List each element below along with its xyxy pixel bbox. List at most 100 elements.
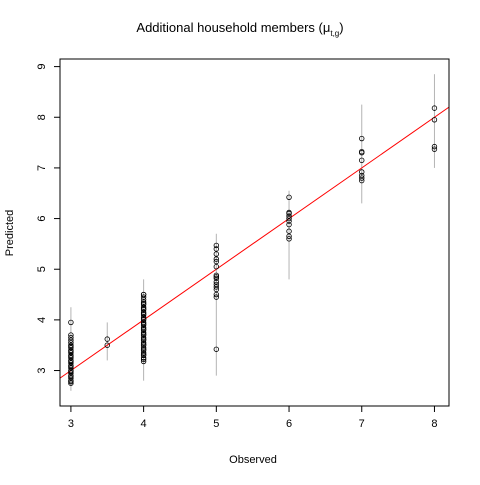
data-point bbox=[140, 345, 147, 351]
data-point bbox=[140, 304, 147, 310]
data-point bbox=[213, 281, 220, 288]
data-point bbox=[213, 274, 220, 280]
data-point bbox=[213, 284, 220, 290]
data-point bbox=[140, 336, 147, 342]
data-point bbox=[286, 236, 292, 242]
data-point bbox=[140, 299, 147, 305]
data-point bbox=[140, 339, 147, 346]
data-point bbox=[68, 365, 74, 371]
data-point bbox=[68, 353, 74, 360]
data-point bbox=[140, 296, 147, 303]
data-point bbox=[140, 334, 147, 341]
data-point bbox=[104, 342, 110, 348]
data-point bbox=[140, 316, 147, 322]
data-point bbox=[140, 331, 147, 337]
data-point bbox=[140, 326, 147, 332]
data-point bbox=[140, 346, 147, 352]
data-point bbox=[140, 358, 147, 365]
y-tick-label: 7 bbox=[36, 165, 48, 171]
data-point bbox=[104, 336, 110, 342]
data-point bbox=[140, 309, 147, 315]
data-point bbox=[140, 341, 147, 347]
x-tick-label: 8 bbox=[431, 418, 437, 430]
data-point bbox=[68, 358, 74, 365]
data-point bbox=[359, 172, 365, 179]
x-axis-title: Observed bbox=[229, 454, 277, 466]
data-point bbox=[140, 329, 147, 336]
data-point bbox=[68, 360, 74, 366]
data-point bbox=[359, 135, 365, 142]
reference-line bbox=[59, 106, 450, 379]
data-point bbox=[286, 221, 292, 228]
data-point bbox=[359, 177, 365, 184]
data-point bbox=[68, 343, 74, 349]
data-point bbox=[213, 275, 220, 282]
data-point bbox=[286, 233, 292, 239]
data-point bbox=[68, 319, 74, 326]
x-tick-label: 7 bbox=[359, 418, 365, 430]
data-point bbox=[213, 242, 220, 249]
data-point bbox=[431, 105, 438, 111]
data-point bbox=[140, 319, 147, 326]
x-tick-label: 5 bbox=[213, 418, 219, 430]
data-point bbox=[140, 321, 147, 327]
data-point bbox=[140, 324, 147, 331]
y-tick-label: 9 bbox=[36, 64, 48, 70]
data-point bbox=[68, 350, 74, 356]
data-point bbox=[68, 348, 74, 354]
data-point bbox=[68, 332, 74, 338]
data-point bbox=[359, 157, 365, 164]
data-point bbox=[140, 311, 147, 317]
data-point bbox=[213, 291, 220, 298]
data-point bbox=[431, 117, 438, 123]
data-point bbox=[140, 294, 147, 300]
y-tick-label: 5 bbox=[36, 266, 48, 272]
data-point bbox=[68, 370, 74, 376]
data-point bbox=[213, 272, 220, 279]
data-point bbox=[213, 346, 220, 352]
data-point bbox=[286, 218, 292, 224]
y-tick-label: 6 bbox=[36, 216, 48, 222]
data-point bbox=[213, 294, 220, 300]
data-point bbox=[68, 337, 74, 343]
data-point bbox=[68, 375, 74, 381]
x-axis: 3 4 5 6 7 8 bbox=[68, 406, 438, 430]
data-point bbox=[140, 351, 147, 358]
data-point bbox=[359, 169, 365, 175]
data-point bbox=[68, 355, 74, 361]
data-point bbox=[140, 314, 147, 321]
data-point bbox=[68, 373, 74, 380]
data-point bbox=[213, 258, 220, 265]
data-point bbox=[359, 175, 365, 181]
data-point bbox=[68, 339, 74, 346]
data-point bbox=[140, 356, 147, 363]
data-point bbox=[431, 143, 438, 150]
plot-frame bbox=[59, 58, 450, 407]
data-point bbox=[213, 256, 220, 262]
data-point bbox=[286, 228, 292, 234]
data-point bbox=[68, 380, 74, 386]
data-point bbox=[286, 215, 292, 222]
data-point bbox=[286, 209, 292, 216]
data-point bbox=[68, 378, 74, 385]
x-tick-label: 4 bbox=[141, 418, 147, 430]
y-tick-label: 3 bbox=[36, 367, 48, 373]
chart-title: Additional household members (μt,g) bbox=[136, 20, 343, 38]
data-point bbox=[359, 149, 365, 155]
data-point bbox=[140, 306, 147, 312]
data-point bbox=[68, 368, 74, 375]
data-points bbox=[68, 105, 438, 386]
data-point bbox=[213, 251, 220, 257]
data-point bbox=[140, 355, 147, 361]
data-point bbox=[213, 246, 220, 252]
data-point bbox=[286, 194, 292, 200]
data-point bbox=[431, 146, 438, 152]
x-tick-label: 3 bbox=[68, 418, 74, 430]
data-point bbox=[140, 291, 147, 298]
data-point bbox=[213, 286, 220, 293]
y-axis-title: Predicted bbox=[4, 210, 16, 256]
data-point bbox=[213, 279, 220, 285]
